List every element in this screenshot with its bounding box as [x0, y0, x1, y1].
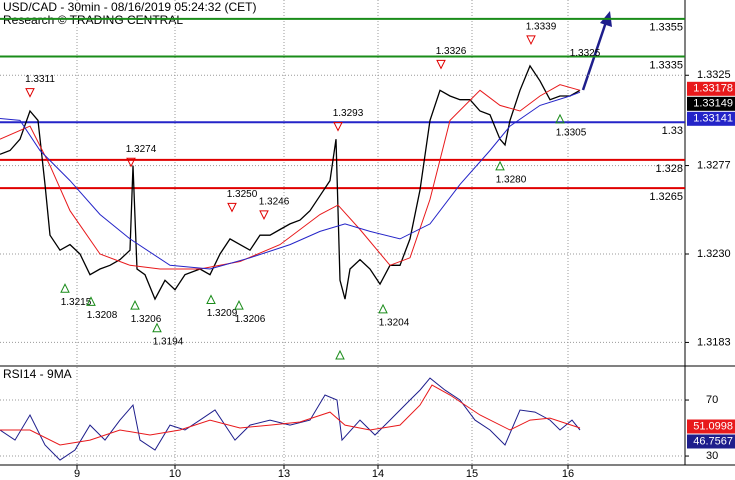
panel-title: RSI14 - 9MA — [3, 367, 72, 381]
low-marker — [234, 300, 244, 310]
x-tick-label: 13 — [278, 468, 290, 480]
series-line — [0, 384, 581, 446]
last-value-box — [687, 434, 735, 449]
high-label: 1.3250 — [227, 189, 258, 200]
level-label: 1.33 — [662, 125, 683, 137]
last-value-box — [687, 419, 735, 434]
low-label: 1.3208 — [87, 310, 118, 321]
level-label: 1.3335 — [649, 59, 683, 71]
high-label: 1.3326 — [436, 46, 467, 57]
high-label: 1.3311 — [25, 74, 55, 85]
low-label: 1.3215 — [61, 297, 92, 308]
last-value-label: 51.0998 — [693, 420, 733, 432]
high-marker — [436, 59, 446, 70]
high-label: 1.3339 — [526, 22, 557, 33]
x-tick-label: 15 — [466, 468, 478, 480]
low-marker — [495, 160, 505, 171]
high-marker — [333, 121, 343, 132]
series-line — [0, 91, 581, 270]
low-label: 1.3206 — [131, 314, 162, 325]
low-marker — [152, 322, 162, 333]
x-tick-label: 9 — [74, 468, 80, 480]
low-label: 1.3209 — [207, 308, 238, 319]
x-tick-label: 14 — [372, 468, 384, 480]
chart-subtitle: Research © TRADING CENTRAL — [3, 13, 183, 27]
low-marker — [86, 296, 96, 306]
low-marker — [60, 283, 70, 293]
low-label: 1.3280 — [496, 175, 527, 186]
y-tick-label: 30 — [706, 450, 718, 462]
high-label: 1.3325 — [570, 48, 601, 59]
last-value-box — [687, 96, 735, 111]
high-marker — [526, 35, 536, 46]
last-value-box — [687, 111, 735, 126]
series-line — [0, 377, 581, 461]
y-tick-label: 1.3230 — [697, 248, 731, 260]
high-marker — [126, 157, 136, 168]
low-marker — [335, 349, 345, 360]
low-label: 1.3204 — [379, 318, 410, 329]
high-label: 1.3293 — [333, 108, 364, 119]
last-value-box — [687, 81, 735, 96]
low-label: 1.3206 — [235, 314, 266, 325]
low-marker — [206, 294, 216, 305]
level-label: 1.3355 — [649, 22, 683, 34]
high-marker — [25, 88, 35, 98]
x-tick-label: 10 — [169, 468, 181, 480]
x-tick-label: 16 — [562, 468, 574, 480]
y-tick-label: 70 — [706, 394, 718, 406]
y-tick-label: 1.3325 — [697, 69, 731, 81]
high-label: 1.3246 — [259, 197, 290, 208]
y-tick-label: 1.3277 — [697, 159, 731, 171]
last-value-label: 1.33149 — [693, 98, 733, 110]
low-marker — [130, 300, 140, 310]
last-value-label: 46.7567 — [693, 435, 733, 447]
low-marker — [378, 303, 388, 314]
chart-title: USD/CAD - 30min - 08/16/2019 05:24:32 (C… — [3, 0, 256, 14]
last-value-label: 1.33141 — [693, 113, 733, 125]
last-value-label: 1.33178 — [693, 83, 733, 95]
low-label: 1.3305 — [556, 128, 587, 139]
level-label: 1.328 — [655, 163, 683, 175]
low-label: 1.3194 — [153, 336, 184, 347]
low-marker — [555, 113, 565, 124]
level-label: 1.3265 — [649, 191, 683, 203]
high-label: 1.3274 — [126, 144, 157, 155]
series-line — [0, 84, 581, 270]
high-marker — [227, 202, 237, 213]
series-line — [0, 64, 581, 301]
y-tick-label: 1.3183 — [697, 336, 731, 348]
high-marker — [259, 210, 269, 221]
